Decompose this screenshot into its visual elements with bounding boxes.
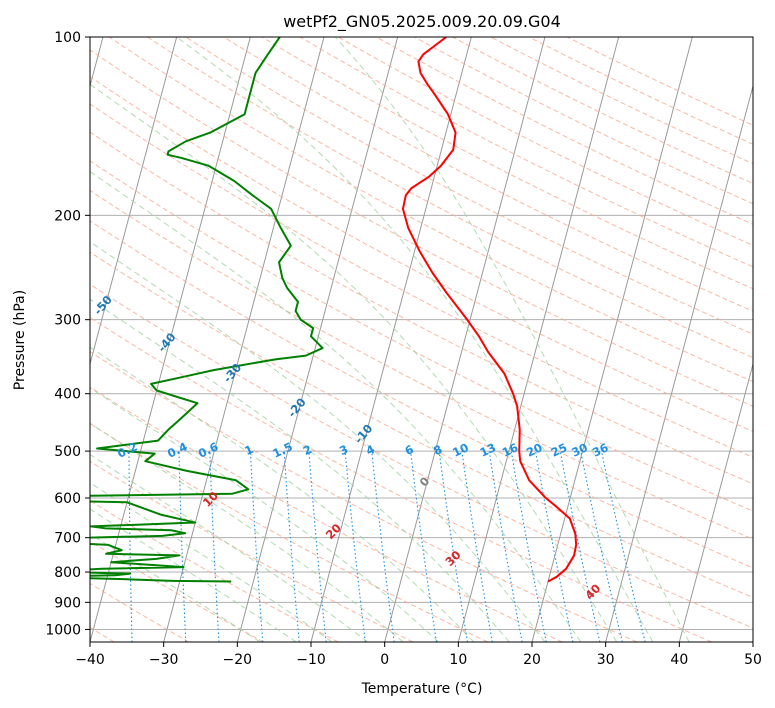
moist-adiabat-line xyxy=(90,241,546,642)
isotherm-line xyxy=(457,37,620,642)
y-tick-label: 600 xyxy=(54,491,81,507)
y-tick-label: 800 xyxy=(54,565,81,581)
mixing-ratio-line xyxy=(559,450,601,642)
x-tick-label: 30 xyxy=(597,652,615,668)
isotherm-line xyxy=(90,37,178,366)
x-tick-label: −10 xyxy=(296,652,326,668)
dry-adiabat-line xyxy=(147,37,753,359)
mixing-ratio-label: 20 xyxy=(524,440,544,459)
dry-adiabat-line xyxy=(185,37,753,335)
dry-adiabat-line xyxy=(337,37,753,246)
moist-adiabat-line xyxy=(90,346,475,642)
y-tick-label: 400 xyxy=(54,387,81,403)
dry-adiabat-line xyxy=(90,251,753,599)
y-tick-label: 300 xyxy=(54,313,81,329)
dry-adiabat-line xyxy=(90,386,563,642)
x-tick-label: 10 xyxy=(449,652,467,668)
moist-adiabat-line xyxy=(334,37,690,642)
mixing-ratio-line xyxy=(410,451,437,642)
dry-adiabat-line xyxy=(90,49,753,407)
y-tick-label: 500 xyxy=(54,444,81,460)
isotherm-line xyxy=(384,37,546,642)
mixing-ratio-label: 10 xyxy=(450,440,470,459)
mixing-ratio-line xyxy=(580,450,623,642)
mixing-ratio-line xyxy=(600,450,646,642)
y-tick-label: 1000 xyxy=(45,622,81,638)
mixing-ratio-line xyxy=(534,451,574,642)
chart-title: wetPf2_GN05.2025.009.20.09.G04 xyxy=(283,12,561,32)
dry-adiabat-line xyxy=(90,351,638,642)
mixing-ratio-line xyxy=(308,451,327,642)
dry-adiabat-line xyxy=(90,189,753,540)
mixing-ratio-label: 36 xyxy=(590,440,610,459)
moist-adiabat-line xyxy=(90,422,404,642)
x-tick-label: 20 xyxy=(523,652,541,668)
x-tick-label: 0 xyxy=(380,652,389,668)
dry-adiabat-line xyxy=(299,37,753,268)
plot-frame xyxy=(89,36,754,643)
dry-adiabat-line xyxy=(90,76,753,433)
isotherm-line xyxy=(531,37,693,642)
x-tick-label: 50 xyxy=(744,652,762,668)
dry-adiabat-line xyxy=(490,37,753,165)
mixing-ratio-line xyxy=(371,451,395,642)
isotherm-line xyxy=(605,84,753,642)
mixing-ratio-label: 0.1 xyxy=(68,439,92,460)
y-tick-label: 100 xyxy=(54,30,81,46)
mixing-ratio-line xyxy=(283,451,300,642)
x-tick-label: −20 xyxy=(223,652,253,668)
y-axis-label: Pressure (hPa) xyxy=(12,290,28,390)
mixing-ratio-label: 13 xyxy=(478,440,498,459)
x-tick-label: −30 xyxy=(149,652,179,668)
moist-adiabat-line xyxy=(176,37,654,642)
isotherm-line xyxy=(163,37,325,642)
x-tick-label: −40 xyxy=(75,652,105,668)
x-axis-label: Temperature (°C) xyxy=(361,681,483,697)
temperature-trace xyxy=(401,37,578,583)
mixing-ratio-line xyxy=(344,451,366,642)
dry-adiabat-line xyxy=(90,131,753,485)
x-tick-label: 40 xyxy=(670,652,688,668)
dry-adiabat-line xyxy=(90,283,753,629)
isotherm-line xyxy=(90,37,251,642)
dry-adiabat-line xyxy=(90,220,753,569)
mixing-ratio-line xyxy=(438,451,469,642)
isotherm-line xyxy=(678,362,753,642)
dry-adiabat-line xyxy=(108,37,753,383)
mixing-ratio-label: 30 xyxy=(569,440,589,459)
dry-adiabat-line xyxy=(90,103,753,458)
y-tick-label: 200 xyxy=(54,208,81,224)
dry-adiabat-line xyxy=(90,316,712,642)
mixing-ratio-label: 25 xyxy=(549,440,569,459)
y-tick-label: 900 xyxy=(54,595,81,611)
moist-adiabat-line xyxy=(90,482,333,642)
moist-adiabat-line xyxy=(90,298,510,642)
dry-adiabat-line xyxy=(452,37,753,185)
isotherm-line xyxy=(310,37,472,642)
dry-adiabat-line xyxy=(528,37,753,145)
dewpoint-trace xyxy=(90,37,324,583)
moist-adiabat-line xyxy=(90,453,368,642)
isotherm-line xyxy=(236,37,399,642)
y-tick-label: 700 xyxy=(54,531,81,547)
mixing-ratio-label: 16 xyxy=(500,440,520,459)
moist-adiabat-line xyxy=(90,83,618,642)
